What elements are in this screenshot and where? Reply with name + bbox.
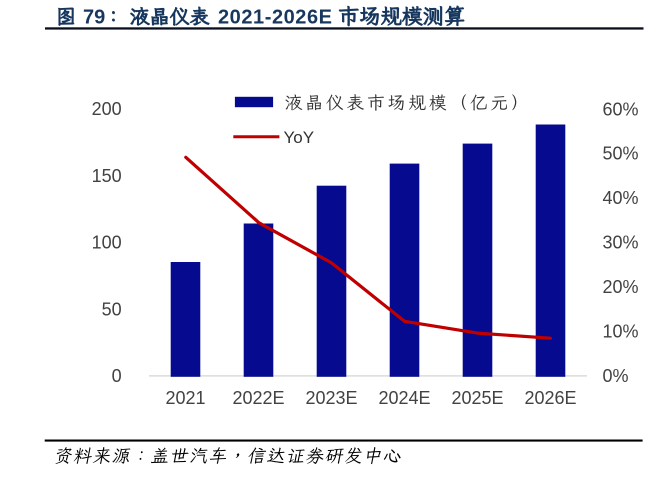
svg-text:20%: 20%	[603, 277, 639, 297]
svg-text:40%: 40%	[603, 188, 639, 208]
svg-text:2024E: 2024E	[378, 388, 430, 408]
svg-text:2022E: 2022E	[232, 388, 284, 408]
svg-text:30%: 30%	[603, 233, 639, 253]
svg-text:79: 79	[83, 7, 105, 29]
svg-text:2026E: 2026E	[524, 388, 576, 408]
svg-text:0: 0	[112, 366, 122, 386]
svg-text:2025E: 2025E	[451, 388, 503, 408]
svg-text:200: 200	[92, 99, 122, 119]
svg-text:0%: 0%	[603, 366, 629, 386]
svg-text:2021-2026E: 2021-2026E	[218, 7, 332, 29]
svg-text:YoY: YoY	[284, 128, 315, 147]
svg-text:100: 100	[92, 233, 122, 253]
svg-text:50: 50	[102, 299, 122, 319]
svg-text:50%: 50%	[603, 144, 639, 164]
svg-text:150: 150	[92, 166, 122, 186]
svg-text:2023E: 2023E	[305, 388, 357, 408]
svg-text:2021: 2021	[165, 388, 205, 408]
svg-text:60%: 60%	[603, 99, 639, 119]
svg-text:10%: 10%	[603, 322, 639, 342]
